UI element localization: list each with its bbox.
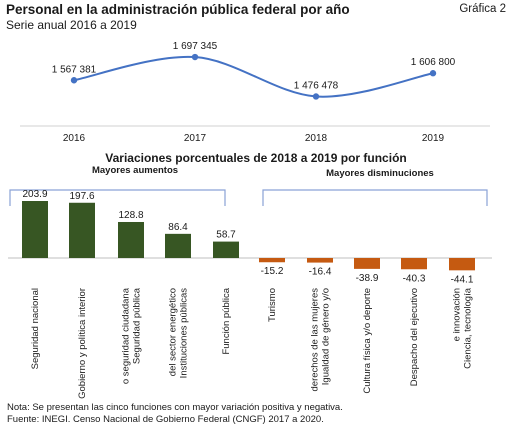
x-tick-label: 2017 bbox=[184, 133, 207, 144]
line-data-label: 1 697 345 bbox=[173, 41, 218, 52]
bar-2 bbox=[69, 203, 95, 258]
category-label: Ciencia, tecnología bbox=[463, 287, 474, 369]
category-label: Igualdad de género y/o bbox=[321, 288, 332, 385]
category-label: Instituciones públicas bbox=[179, 288, 190, 379]
x-tick-label: 2018 bbox=[305, 133, 328, 144]
bar-1 bbox=[22, 201, 48, 258]
x-tick-label: 2019 bbox=[422, 133, 445, 144]
line-point-2019 bbox=[430, 70, 436, 76]
bar-value-label: -15.2 bbox=[261, 266, 284, 277]
line-data-label: 1 606 800 bbox=[411, 57, 456, 68]
category-label: Seguridad pública bbox=[132, 287, 143, 364]
bar-chart: 203.9 Seguridad nacional 197.6 Gobierno y p… bbox=[0, 170, 512, 400]
bar-value-label: 128.8 bbox=[118, 210, 143, 221]
footnote: Nota: Se presentan las cinco funciones c… bbox=[7, 402, 343, 413]
line-data-label: 1 476 478 bbox=[294, 80, 339, 91]
figure-label: Gráfica 2 bbox=[459, 3, 506, 15]
category-label: derechos de las mujeres bbox=[310, 288, 321, 392]
bar-value-label: -40.3 bbox=[403, 273, 426, 284]
chart-subtitle: Serie anual 2016 a 2019 bbox=[6, 18, 137, 32]
category-label: o seguridad ciudadana bbox=[121, 287, 132, 384]
category-label: e innovación bbox=[452, 288, 463, 341]
chart-title: Personal en la administración pública fe… bbox=[6, 2, 350, 17]
bar-4 bbox=[165, 234, 191, 258]
bracket-decreases bbox=[263, 190, 487, 206]
category-label: Despacho del ejecutivo bbox=[409, 288, 420, 386]
category-label: Gobierno y política interior bbox=[77, 288, 88, 399]
line-chart: 1 567 381 2016 1 697 345 2017 1 476 478 2018 1… bbox=[0, 40, 512, 146]
bar-9 bbox=[401, 258, 427, 269]
category-label: del sector energético bbox=[168, 288, 179, 376]
bar-value-label: 203.9 bbox=[22, 189, 47, 200]
line-point-2017 bbox=[192, 54, 198, 60]
bar-8 bbox=[354, 258, 380, 269]
bar-chart-title: Variaciones porcentuales de 2018 a 2019 … bbox=[0, 151, 512, 165]
x-tick-label: 2016 bbox=[63, 133, 86, 144]
line-data-label: 1 567 381 bbox=[52, 64, 97, 75]
bar-value-label: -44.1 bbox=[451, 274, 474, 285]
source-note: Fuente: INEGI. Censo Nacional de Gobiern… bbox=[7, 414, 324, 425]
bar-3 bbox=[118, 222, 144, 258]
bar-value-label: 197.6 bbox=[69, 191, 94, 202]
category-label: Seguridad nacional bbox=[30, 288, 41, 369]
bar-5 bbox=[213, 242, 239, 258]
category-label: Cultura física y/o deporte bbox=[362, 288, 373, 394]
line-series bbox=[74, 57, 433, 97]
bar-7 bbox=[307, 258, 333, 263]
bar-value-label: 86.4 bbox=[168, 222, 188, 233]
category-label: Función pública bbox=[221, 287, 232, 354]
category-label: Turismo bbox=[267, 288, 278, 322]
line-point-2016 bbox=[71, 77, 77, 83]
bar-value-label: 58.7 bbox=[216, 230, 236, 241]
bar-6 bbox=[259, 258, 285, 262]
bar-10 bbox=[449, 258, 475, 270]
bar-value-label: -38.9 bbox=[356, 273, 379, 284]
line-point-2018 bbox=[313, 93, 319, 99]
bar-value-label: -16.4 bbox=[309, 267, 332, 278]
